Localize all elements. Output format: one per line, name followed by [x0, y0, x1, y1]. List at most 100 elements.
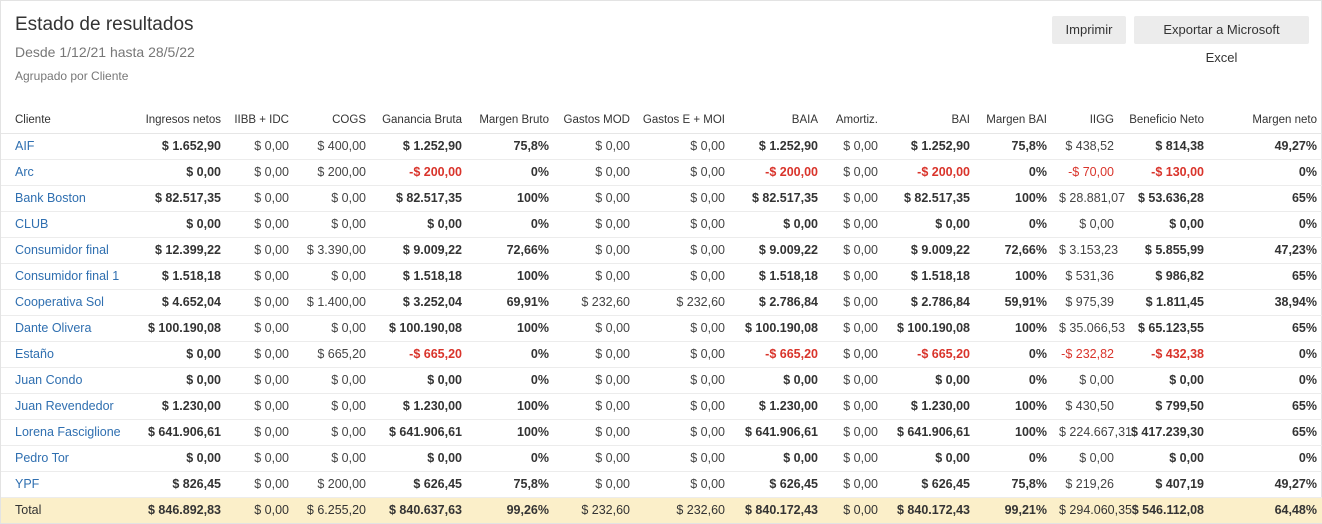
- cell-amortiz: $ 0,00: [824, 133, 884, 160]
- table-row: CLUB $ 0,00 $ 0,00 $ 0,00 $ 0,00 0% $ 0,00 $ 0,…: [1, 211, 1322, 238]
- cell-amortiz: $ 0,00: [824, 497, 884, 523]
- cell-margen-neto: 0%: [1210, 367, 1322, 394]
- cell-ingresos-netos: $ 100.190,08: [129, 315, 227, 342]
- cell-amortiz: $ 0,00: [824, 393, 884, 420]
- client-link[interactable]: CLUB: [1, 211, 129, 238]
- cell-iigg: $ 0,00: [1053, 445, 1120, 472]
- client-link[interactable]: Lorena Fasciglione: [1, 419, 129, 446]
- client-link[interactable]: Pedro Tor: [1, 445, 129, 472]
- cell-bai: $ 0,00: [884, 367, 976, 394]
- cell-gastos-mod: $ 0,00: [555, 471, 636, 498]
- cell-margen-bai: 0%: [976, 159, 1053, 186]
- cell-beneficio-neto: $ 799,50: [1120, 393, 1210, 420]
- cell-iibb-idc: $ 0,00: [227, 159, 295, 186]
- cell-gastos-mod: $ 0,00: [555, 445, 636, 472]
- cell-margen-bruto: 75,8%: [468, 133, 555, 160]
- cell-baia: $ 1.518,18: [731, 263, 824, 290]
- cell-margen-bruto: 0%: [468, 211, 555, 238]
- cell-margen-bai: 100%: [976, 315, 1053, 342]
- cell-cogs: $ 0,00: [295, 393, 372, 420]
- table-row: Estaño $ 0,00 $ 0,00 $ 665,20 -$ 665,20 0% $ 0…: [1, 341, 1322, 368]
- cell-iibb-idc: $ 0,00: [227, 263, 295, 290]
- client-link[interactable]: Cooperativa Sol: [1, 289, 129, 316]
- cell-iibb-idc: $ 0,00: [227, 185, 295, 212]
- cell-beneficio-neto: $ 1.811,45: [1120, 289, 1210, 316]
- export-excel-button[interactable]: Exportar a Microsoft Excel: [1134, 16, 1309, 65]
- cell-margen-bai: 75,8%: [976, 133, 1053, 160]
- cell-margen-neto: 49,27%: [1210, 471, 1322, 498]
- cell-beneficio-neto: -$ 130,00: [1120, 159, 1210, 186]
- cell-beneficio-neto: $ 986,82: [1120, 263, 1210, 290]
- cell-ganancia-bruta: $ 0,00: [372, 367, 468, 394]
- cell-margen-neto: 65%: [1210, 185, 1322, 212]
- column-header-gastos-e-moi: Gastos E + MOI: [636, 107, 731, 134]
- cell-beneficio-neto: $ 0,00: [1120, 211, 1210, 238]
- cell-bai: $ 1.252,90: [884, 133, 976, 160]
- client-link[interactable]: AIF: [1, 133, 129, 160]
- cell-baia: $ 840.172,43: [731, 497, 824, 523]
- client-link[interactable]: Arc: [1, 159, 129, 186]
- cell-cogs: $ 0,00: [295, 445, 372, 472]
- cell-bai: $ 1.230,00: [884, 393, 976, 420]
- client-link[interactable]: Consumidor final 1: [1, 263, 129, 290]
- client-link[interactable]: Estaño: [1, 341, 129, 368]
- cell-margen-neto: 47,23%: [1210, 237, 1322, 264]
- client-link[interactable]: Juan Condo: [1, 367, 129, 394]
- cell-margen-bai: 99,21%: [976, 497, 1053, 523]
- cell-ingresos-netos: $ 12.399,22: [129, 237, 227, 264]
- table-row: Arc $ 0,00 $ 0,00 $ 200,00 -$ 200,00 0% $ 0,00…: [1, 159, 1322, 186]
- cell-gastos-e-moi: $ 0,00: [636, 263, 731, 290]
- cell-ganancia-bruta: -$ 200,00: [372, 159, 468, 186]
- page-title: Estado de resultados: [15, 14, 194, 35]
- cell-gastos-e-moi: $ 0,00: [636, 133, 731, 160]
- cell-gastos-e-moi: $ 0,00: [636, 367, 731, 394]
- cell-ingresos-netos: $ 4.652,04: [129, 289, 227, 316]
- cell-margen-bai: 0%: [976, 211, 1053, 238]
- cell-ingresos-netos: $ 1.518,18: [129, 263, 227, 290]
- cell-margen-bruto: 0%: [468, 341, 555, 368]
- cell-ingresos-netos: $ 846.892,83: [129, 497, 227, 523]
- cell-iibb-idc: $ 0,00: [227, 367, 295, 394]
- cell-ingresos-netos: $ 0,00: [129, 211, 227, 238]
- cell-baia: $ 0,00: [731, 445, 824, 472]
- client-link[interactable]: Dante Olivera: [1, 315, 129, 342]
- client-link[interactable]: YPF: [1, 471, 129, 498]
- cell-cogs: $ 6.255,20: [295, 497, 372, 523]
- client-link[interactable]: Juan Revendedor: [1, 393, 129, 420]
- cell-cogs: $ 200,00: [295, 159, 372, 186]
- cell-gastos-e-moi: $ 0,00: [636, 445, 731, 472]
- table-row: Cooperativa Sol $ 4.652,04 $ 0,00 $ 1.400,0…: [1, 289, 1322, 316]
- cell-bai: -$ 665,20: [884, 341, 976, 368]
- cell-margen-neto: 49,27%: [1210, 133, 1322, 160]
- table-row: Pedro Tor $ 0,00 $ 0,00 $ 0,00 $ 0,00 0% $ 0,0…: [1, 445, 1322, 472]
- cell-margen-bruto: 0%: [468, 159, 555, 186]
- print-button[interactable]: Imprimir: [1052, 16, 1126, 44]
- cell-iigg: $ 0,00: [1053, 367, 1120, 394]
- cell-gastos-e-moi: $ 232,60: [636, 289, 731, 316]
- cell-iibb-idc: $ 0,00: [227, 315, 295, 342]
- column-header-ingresos-netos: Ingresos netos: [129, 107, 227, 134]
- table-header-row: Cliente Ingresos netos IIBB + IDC COGS Ganan…: [1, 107, 1322, 134]
- cell-iibb-idc: $ 0,00: [227, 471, 295, 498]
- cell-iibb-idc: $ 0,00: [227, 211, 295, 238]
- cell-iigg: $ 438,52: [1053, 133, 1120, 160]
- cell-ganancia-bruta: $ 0,00: [372, 211, 468, 238]
- cell-beneficio-neto: $ 5.855,99: [1120, 237, 1210, 264]
- table-row: Consumidor final $ 12.399,22 $ 0,00 $ 3.390…: [1, 237, 1322, 264]
- cell-iigg: $ 28.881,07: [1053, 185, 1125, 212]
- cell-ingresos-netos: $ 1.652,90: [129, 133, 227, 160]
- date-range: Desde 1/12/21 hasta 28/5/22: [15, 44, 195, 60]
- table-row: Juan Revendedor $ 1.230,00 $ 0,00 $ 0,00 $ 1…: [1, 393, 1322, 420]
- cell-amortiz: $ 0,00: [824, 237, 884, 264]
- cell-ganancia-bruta: $ 0,00: [372, 445, 468, 472]
- cell-gastos-mod: $ 0,00: [555, 419, 636, 446]
- cell-baia: $ 1.230,00: [731, 393, 824, 420]
- client-link[interactable]: Bank Boston: [1, 185, 129, 212]
- cell-margen-neto: 65%: [1210, 315, 1322, 342]
- client-link[interactable]: Consumidor final: [1, 237, 129, 264]
- cell-gastos-mod: $ 0,00: [555, 237, 636, 264]
- cell-bai: -$ 200,00: [884, 159, 976, 186]
- cell-iigg: $ 0,00: [1053, 211, 1120, 238]
- cell-cogs: $ 3.390,00: [295, 237, 372, 264]
- cell-baia: $ 0,00: [731, 211, 824, 238]
